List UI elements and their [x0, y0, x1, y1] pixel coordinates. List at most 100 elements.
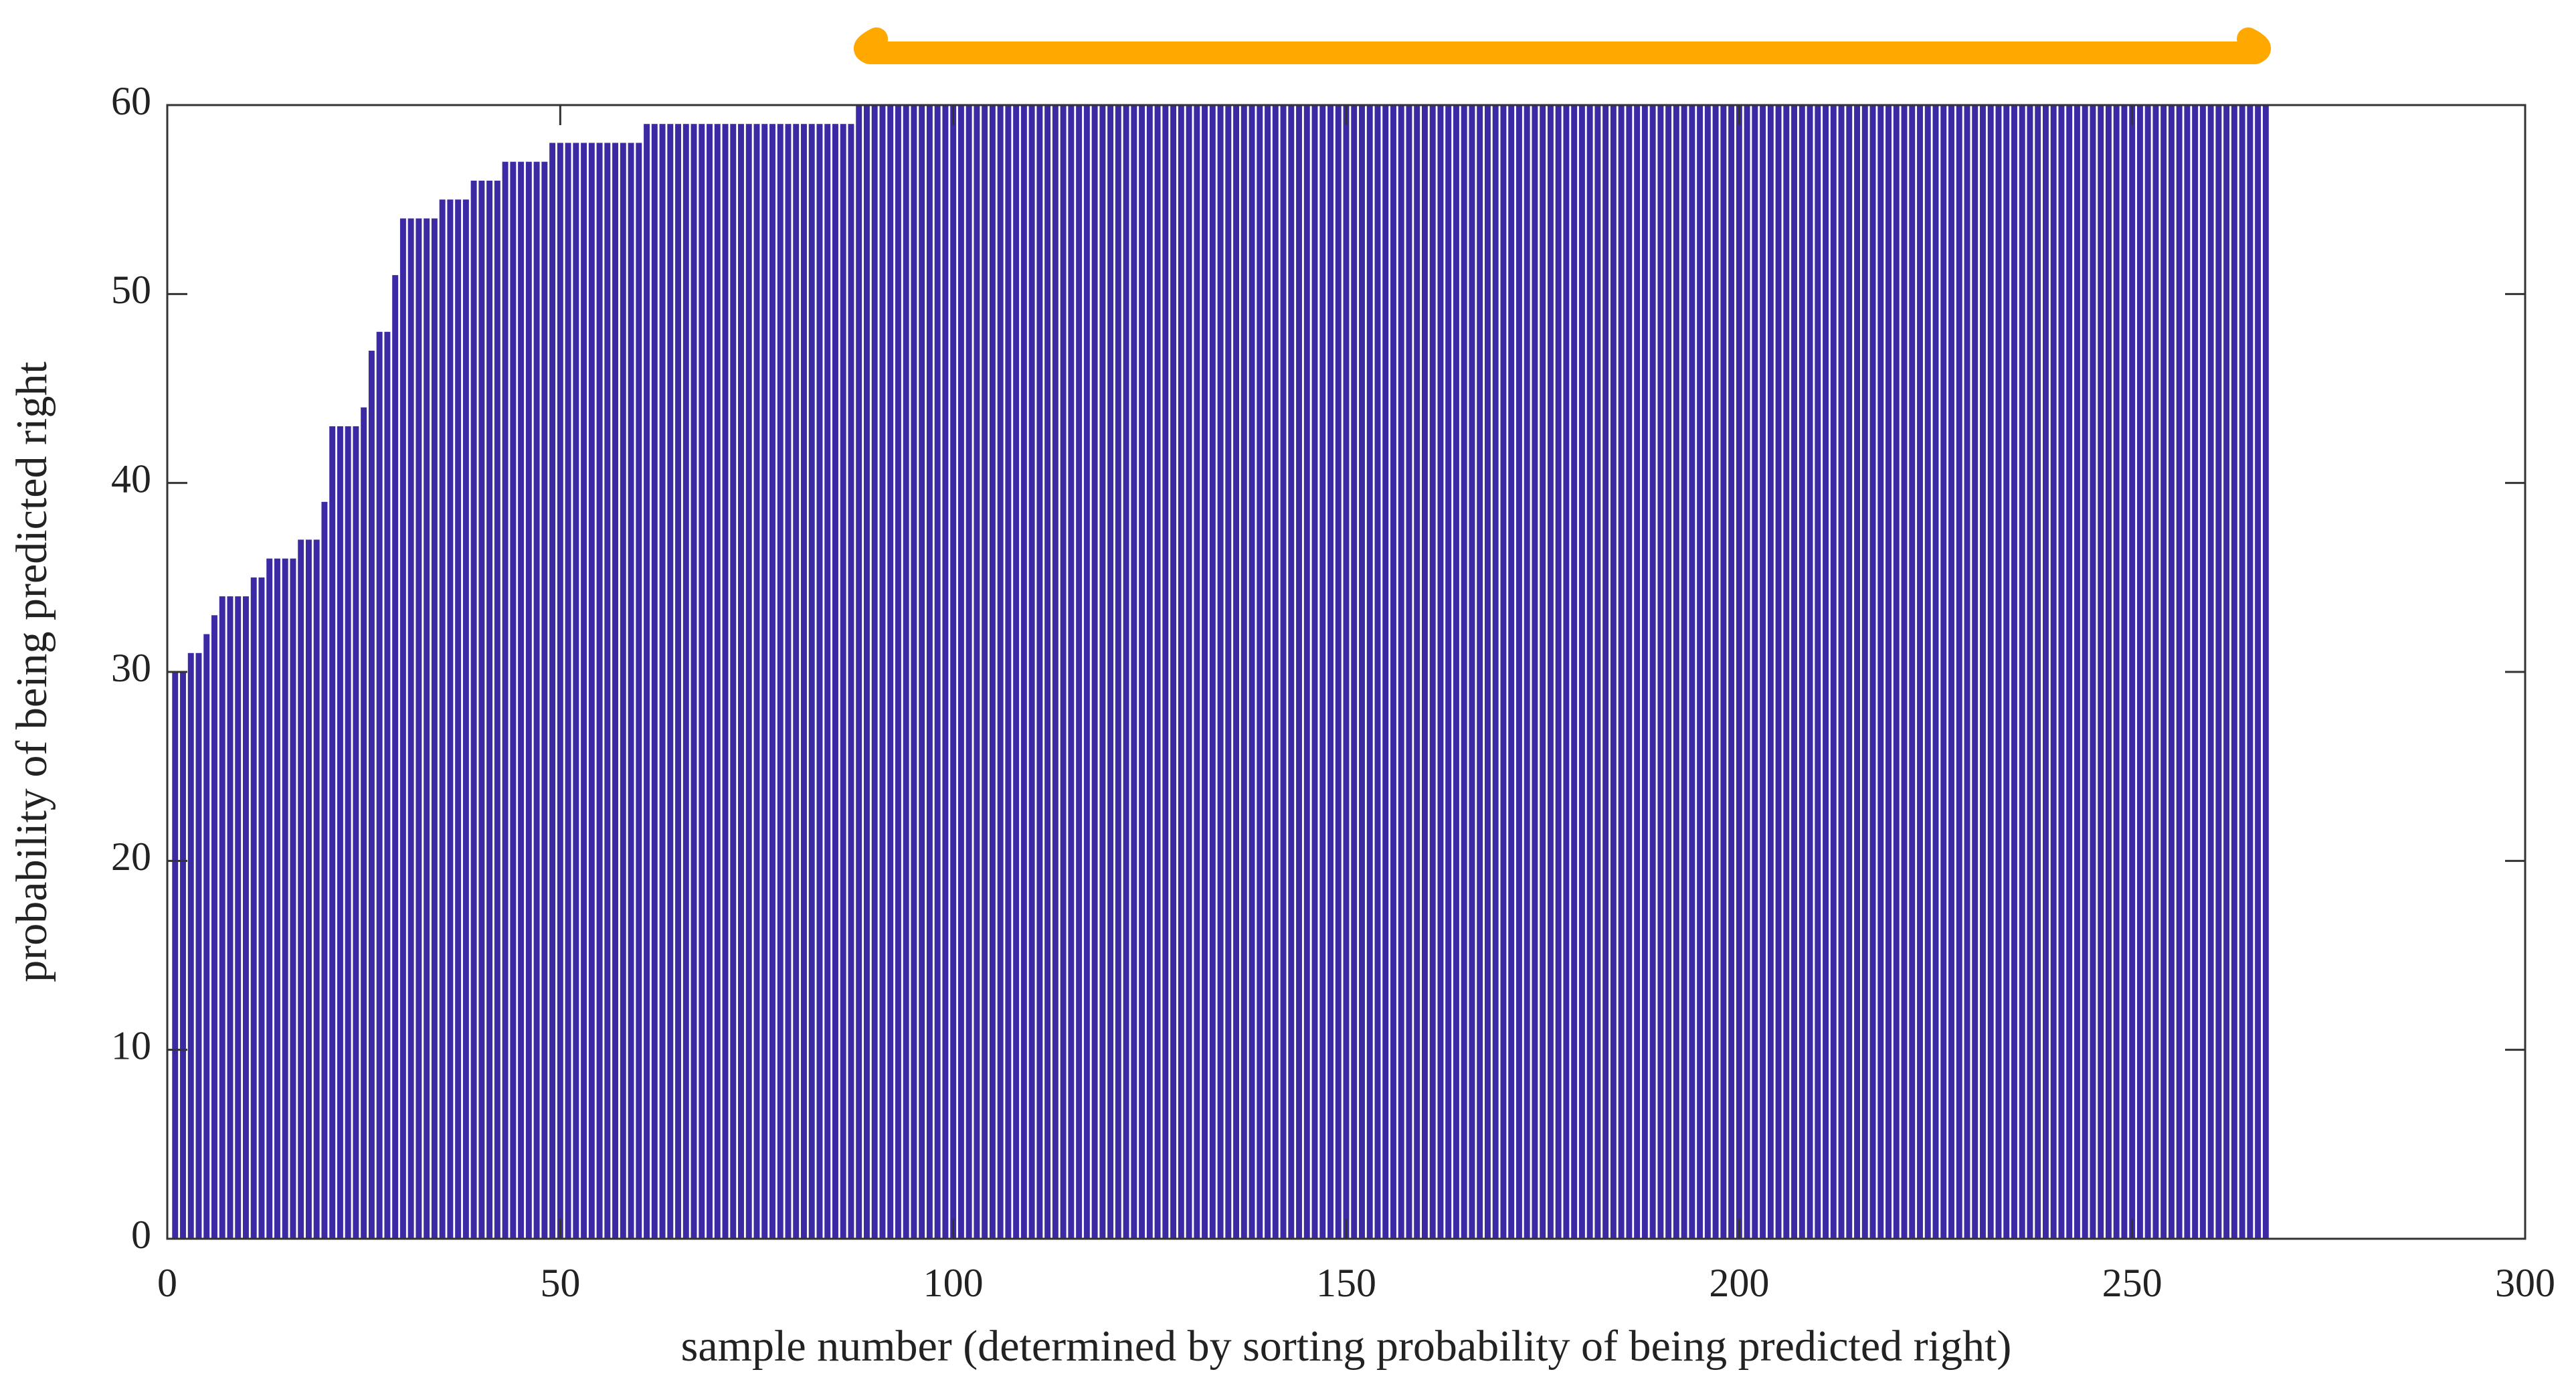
bar: [2239, 105, 2245, 1239]
bar: [1311, 105, 1318, 1239]
bar: [345, 426, 351, 1239]
bar: [1453, 105, 1459, 1239]
bar: [1665, 105, 1672, 1239]
bar: [1060, 105, 1067, 1239]
bar: [1461, 105, 1467, 1239]
y-axis-label: probability of being predicted right: [7, 361, 56, 982]
bar: [1020, 105, 1027, 1239]
bar: [1838, 105, 1845, 1239]
bar: [628, 143, 634, 1239]
bar: [1492, 105, 1499, 1239]
bar: [1626, 105, 1633, 1239]
bar: [982, 105, 988, 1239]
bar: [2042, 105, 2049, 1239]
bar: [180, 672, 186, 1239]
bar: [911, 105, 917, 1239]
bar: [573, 143, 579, 1239]
bar: [1893, 105, 1900, 1239]
bar: [1288, 105, 1295, 1239]
y-tick-label: 30: [111, 646, 151, 690]
bar: [1249, 105, 1255, 1239]
bar: [1641, 105, 1648, 1239]
bar: [1240, 105, 1247, 1239]
bar: [1036, 105, 1043, 1239]
bar: [1257, 105, 1263, 1239]
bar: [1540, 105, 1546, 1239]
bar: [714, 124, 721, 1239]
bar: [439, 199, 446, 1239]
bar: [1272, 105, 1279, 1239]
bar: [1508, 105, 1515, 1239]
bar: [1634, 105, 1641, 1239]
bar: [2247, 105, 2253, 1239]
bar: [1028, 105, 1035, 1239]
bar: [2066, 105, 2073, 1239]
bar: [2160, 105, 2167, 1239]
bar: [588, 143, 595, 1239]
bar: [604, 143, 611, 1239]
bar: [1170, 105, 1177, 1239]
bar: [777, 124, 784, 1239]
bar: [738, 124, 744, 1239]
bar: [903, 105, 909, 1239]
bar: [753, 124, 760, 1239]
bar: [1649, 105, 1656, 1239]
x-axis-label: sample number (determined by sorting pro…: [681, 1322, 2012, 1371]
bar: [1594, 105, 1601, 1239]
bar: [761, 124, 768, 1239]
bar: [1123, 105, 1129, 1239]
bar: [1083, 105, 1090, 1239]
bar: [840, 124, 846, 1239]
range-arrow: [854, 27, 2271, 64]
x-tick-label: 300: [2495, 1261, 2555, 1305]
bar: [1351, 105, 1358, 1239]
y-tick-label: 10: [111, 1023, 151, 1067]
bar: [1799, 105, 1805, 1239]
bar: [785, 124, 792, 1239]
bar: [950, 105, 957, 1239]
bar: [235, 596, 242, 1239]
bar: [2144, 105, 2151, 1239]
bar: [2074, 105, 2080, 1239]
bar: [1209, 105, 1216, 1239]
bar: [1225, 105, 1232, 1239]
bar: [1437, 105, 1444, 1239]
bar: [1484, 105, 1491, 1239]
bar: [1610, 105, 1617, 1239]
bar: [1500, 105, 1507, 1239]
bar: [1571, 105, 1578, 1239]
bar: [337, 426, 343, 1239]
bar: [376, 331, 383, 1239]
bar: [1744, 105, 1750, 1239]
bar: [1689, 105, 1695, 1239]
bar: [1359, 105, 1365, 1239]
bar: [682, 124, 689, 1239]
bar: [1783, 105, 1790, 1239]
bar: [2129, 105, 2136, 1239]
bar: [581, 143, 587, 1239]
bar: [2136, 105, 2143, 1239]
bar: [1131, 105, 1137, 1239]
bar: [856, 105, 862, 1239]
bar: [1202, 105, 1208, 1239]
x-tick-label: 50: [540, 1261, 580, 1305]
bar: [203, 634, 210, 1239]
bar: [1712, 105, 1719, 1239]
bar: [2003, 105, 2010, 1239]
bar: [1673, 105, 1679, 1239]
plot-frame: [166, 104, 2526, 1240]
bar: [2019, 105, 2025, 1239]
bar: [195, 653, 202, 1239]
bar: [1618, 105, 1625, 1239]
x-tick-label: 200: [1709, 1261, 1769, 1305]
bar: [745, 124, 752, 1239]
bar: [2105, 105, 2112, 1239]
bar: [1980, 105, 1986, 1239]
bar: [1964, 105, 1970, 1239]
bar: [989, 105, 996, 1239]
bar: [848, 124, 854, 1239]
bar: [1846, 105, 1853, 1239]
bar: [1265, 105, 1271, 1239]
bar: [1076, 105, 1083, 1239]
